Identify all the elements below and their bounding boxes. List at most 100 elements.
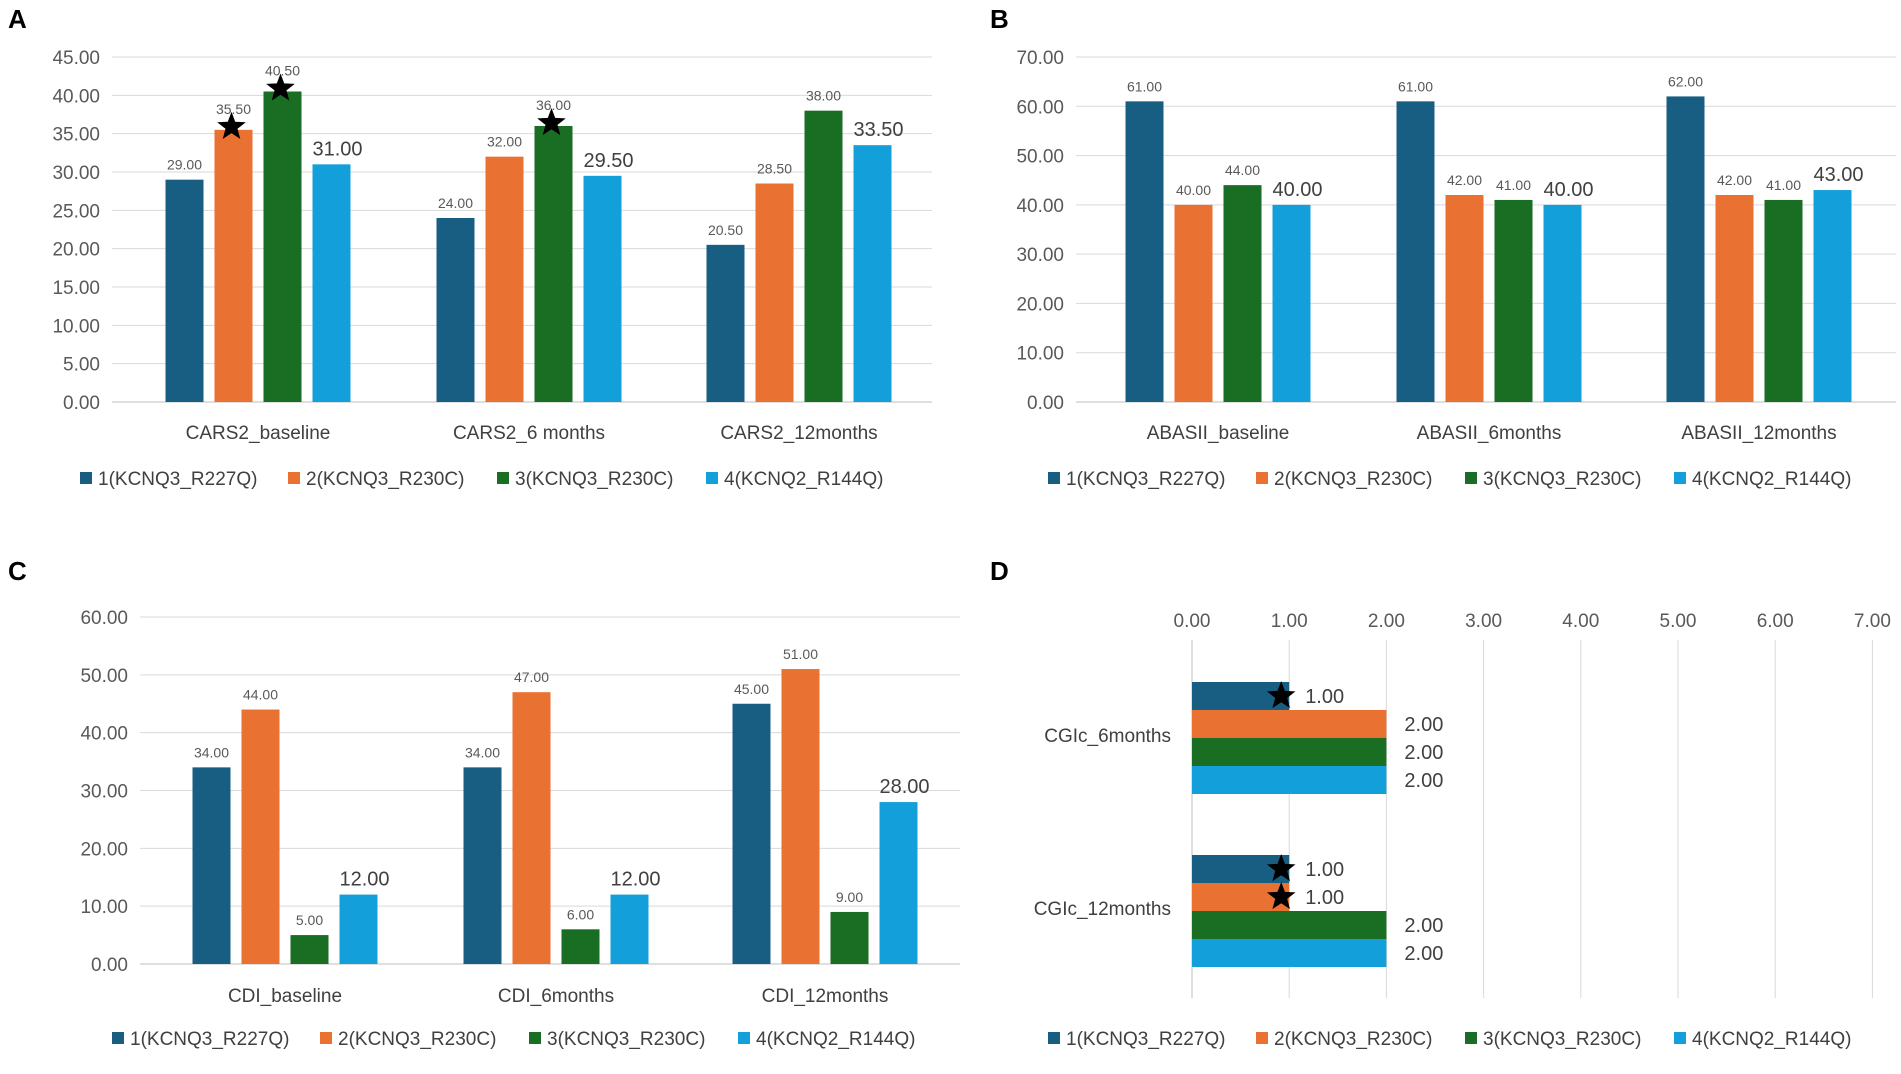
- x-tick-label: 1.00: [1271, 611, 1308, 632]
- star-icon: [537, 108, 566, 136]
- legend-label: 1(KCNQ3_R227Q): [98, 469, 257, 490]
- legend-swatch: [1465, 1032, 1477, 1044]
- legend-label: 3(KCNQ3_R230C): [1483, 1029, 1641, 1050]
- y-tick-label: 10.00: [1016, 344, 1064, 365]
- bar-c-2-2: [830, 911, 869, 964]
- legend-swatch: [529, 1032, 541, 1044]
- legend-swatch: [112, 1032, 124, 1044]
- bar-c-0-3: [339, 894, 378, 964]
- bar-a-2-1: [755, 183, 794, 402]
- data-label: 44.00: [243, 687, 278, 703]
- bar-a-1-3: [583, 175, 622, 402]
- bar-c-1-3: [610, 894, 649, 964]
- bar-c-0-2: [290, 935, 329, 964]
- x-tick-label: 5.00: [1660, 611, 1697, 632]
- data-label: 2.00: [1404, 742, 1443, 764]
- legend-label: 4(KCNQ2_R144Q): [1692, 1029, 1851, 1050]
- category-label: CARS2_6 months: [453, 423, 605, 444]
- data-label: 51.00: [783, 646, 818, 662]
- data-label: 47.00: [514, 669, 549, 685]
- bar-a-0-3: [312, 164, 351, 402]
- y-tick-label: 10.00: [52, 316, 100, 337]
- data-label: 33.50: [853, 119, 903, 141]
- category-label: CARS2_12months: [720, 423, 877, 444]
- data-label: 2.00: [1404, 770, 1443, 792]
- star-icon: [217, 111, 246, 139]
- legend-swatch: [1674, 1032, 1686, 1044]
- legend-label: 2(KCNQ3_R230C): [338, 1029, 496, 1050]
- data-label: 1.00: [1305, 859, 1344, 881]
- legend-label: 2(KCNQ3_R230C): [1274, 1029, 1432, 1050]
- data-label: 61.00: [1127, 78, 1162, 94]
- category-label: CDI_baseline: [228, 986, 342, 1007]
- y-tick-label: 40.00: [52, 86, 100, 107]
- data-label: 61.00: [1398, 78, 1433, 94]
- data-label: 29.00: [167, 157, 202, 173]
- star-icon: [1266, 681, 1296, 709]
- bar-b-0-3: [1272, 204, 1311, 402]
- data-label: 41.00: [1496, 177, 1531, 193]
- category-label: CGIc_6months: [1044, 726, 1171, 747]
- category-label: CARS2_baseline: [186, 423, 331, 444]
- legend-swatch: [738, 1032, 750, 1044]
- bar-a-2-3: [853, 145, 892, 402]
- data-label: 24.00: [438, 195, 473, 211]
- bar-b-0-0: [1125, 101, 1164, 402]
- data-label: 12.00: [610, 869, 660, 891]
- legend-swatch: [1256, 1032, 1268, 1044]
- legend-swatch: [706, 472, 718, 484]
- x-tick-label: 2.00: [1368, 611, 1405, 632]
- data-label: 44.00: [1225, 162, 1260, 178]
- legend-swatch: [497, 472, 509, 484]
- legend-swatch: [1465, 472, 1477, 484]
- panel-d: D 0.00 1.00 2.00 3.00 4.00 5.00 6.00 7.00 1.00 2.0…: [990, 556, 1891, 1050]
- panel-b: B 0.00 10.00 20.00 30.00 40.00 50.00 60.00 70.00…: [990, 4, 1896, 490]
- bar-a-0-2: [263, 91, 302, 402]
- legend-label: 1(KCNQ3_R227Q): [1066, 469, 1225, 490]
- bar-b-1-3: [1543, 204, 1582, 402]
- bar-b-2-2: [1764, 199, 1803, 402]
- bar-b-1-1: [1445, 195, 1484, 402]
- y-tick-label: 0.00: [91, 955, 128, 976]
- data-label: 42.00: [1447, 172, 1482, 188]
- bar-d-0-2: [1192, 738, 1387, 766]
- y-tick-label: 50.00: [80, 666, 128, 687]
- y-tick-label: 70.00: [1016, 48, 1064, 69]
- data-label: 36.00: [536, 97, 571, 113]
- x-tick-label: 7.00: [1854, 611, 1891, 632]
- bar-a-1-2: [534, 126, 573, 402]
- bar-c-2-3: [879, 802, 918, 964]
- bar-d-0-1: [1192, 710, 1387, 738]
- data-label: 20.50: [708, 222, 743, 238]
- x-tick-label: 0.00: [1174, 611, 1211, 632]
- y-tick-label: 15.00: [52, 278, 100, 299]
- legend-swatch: [1674, 472, 1686, 484]
- y-tick-label: 20.00: [80, 839, 128, 860]
- data-label: 5.00: [296, 912, 323, 928]
- bar-b-0-1: [1174, 204, 1213, 402]
- y-tick-label: 30.00: [80, 782, 128, 803]
- y-tick-label: 10.00: [80, 897, 128, 918]
- y-tick-label: 5.00: [63, 355, 100, 376]
- bar-a-0-1: [214, 129, 253, 403]
- bar-c-1-0: [463, 767, 502, 964]
- category-label: CDI_12months: [762, 986, 889, 1007]
- bar-d-1-3: [1192, 939, 1387, 967]
- legend-swatch: [1256, 472, 1268, 484]
- data-label: 2.00: [1404, 915, 1443, 937]
- data-label: 40.00: [1543, 179, 1593, 201]
- star-icon: [266, 73, 295, 101]
- bar-b-2-3: [1813, 190, 1852, 402]
- y-tick-label: 40.00: [80, 724, 128, 745]
- data-label: 6.00: [567, 906, 594, 922]
- legend-label: 4(KCNQ2_R144Q): [724, 469, 883, 490]
- legend-label: 1(KCNQ3_R227Q): [1066, 1029, 1225, 1050]
- legend-swatch: [1048, 1032, 1060, 1044]
- bar-b-2-0: [1666, 96, 1705, 402]
- legend-label: 1(KCNQ3_R227Q): [130, 1029, 289, 1050]
- y-tick-label: 20.00: [1016, 294, 1064, 315]
- y-tick-label: 30.00: [1016, 245, 1064, 266]
- bar-c-1-1: [512, 692, 551, 964]
